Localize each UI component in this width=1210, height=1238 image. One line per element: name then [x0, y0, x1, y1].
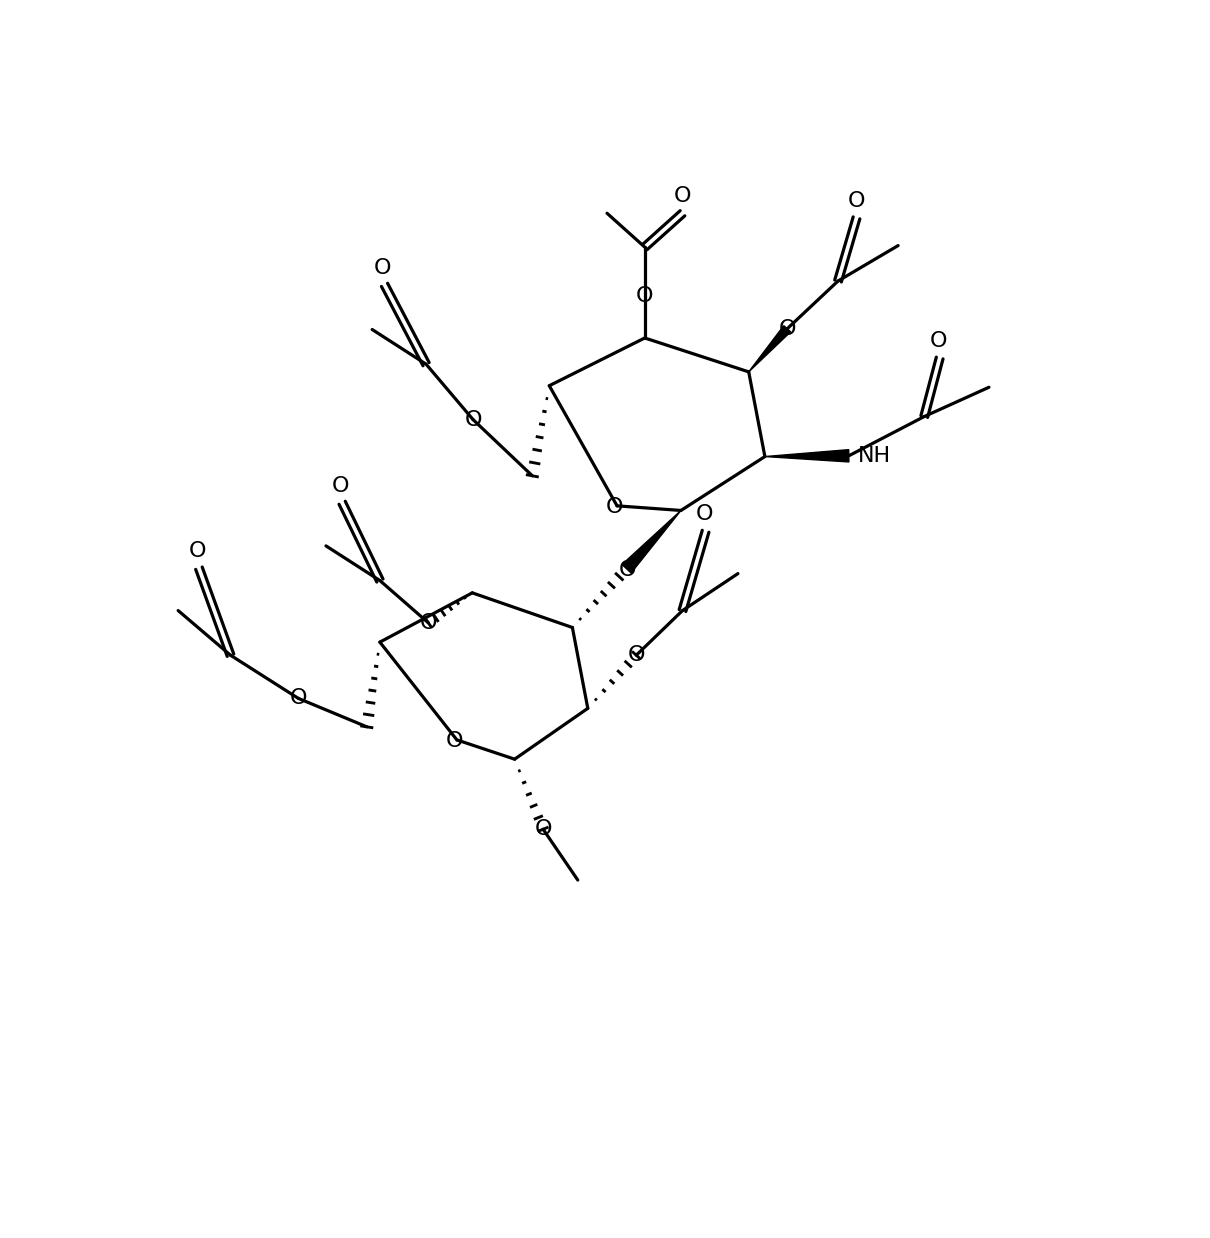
- Text: O: O: [465, 410, 482, 430]
- Text: O: O: [374, 258, 392, 277]
- Polygon shape: [765, 449, 849, 462]
- Polygon shape: [749, 326, 790, 371]
- Text: O: O: [636, 286, 653, 306]
- Text: O: O: [628, 645, 645, 665]
- Text: O: O: [189, 541, 206, 561]
- Text: O: O: [929, 331, 947, 352]
- Text: O: O: [674, 186, 691, 207]
- Text: O: O: [535, 820, 552, 839]
- Text: O: O: [696, 504, 713, 525]
- Text: O: O: [420, 613, 437, 633]
- Text: O: O: [445, 732, 463, 751]
- Text: O: O: [606, 498, 623, 517]
- Text: O: O: [289, 688, 307, 708]
- Text: NH: NH: [858, 446, 892, 465]
- Text: O: O: [848, 191, 865, 210]
- Text: O: O: [618, 560, 635, 579]
- Text: O: O: [778, 318, 796, 339]
- Polygon shape: [623, 510, 681, 572]
- Text: O: O: [332, 475, 350, 496]
